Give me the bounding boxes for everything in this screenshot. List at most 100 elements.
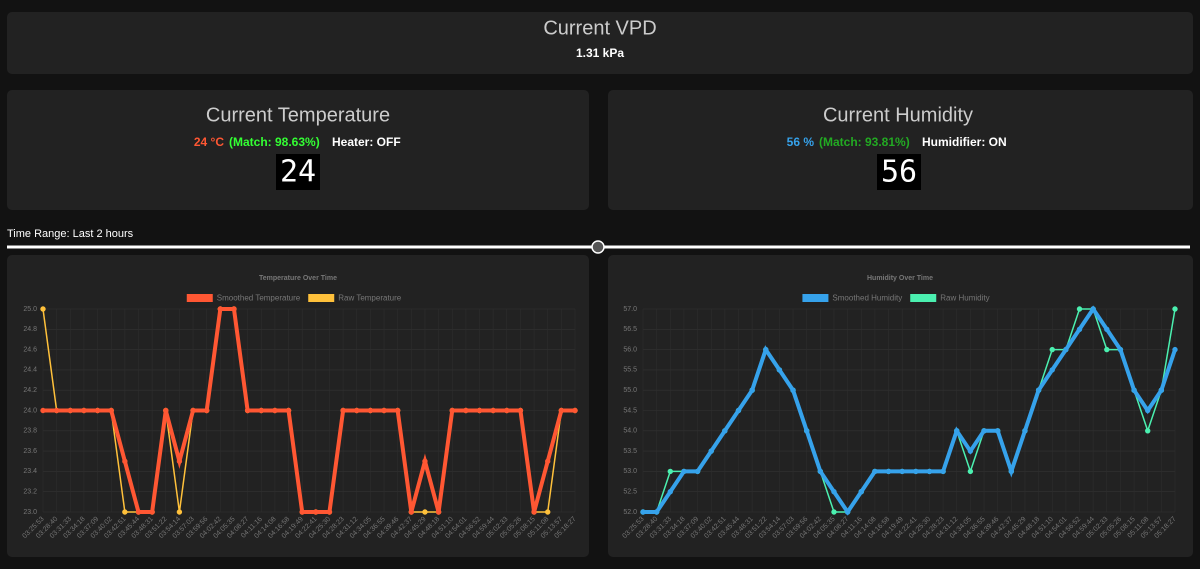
data-point — [803, 428, 810, 434]
temperature-title: Current Temperature — [206, 104, 390, 126]
data-point — [667, 489, 673, 495]
y-tick-label: 56.5 — [623, 326, 637, 333]
data-point — [231, 306, 237, 312]
data-point — [954, 428, 960, 434]
data-point — [817, 468, 824, 475]
data-point — [1090, 306, 1096, 312]
chart-title: Humidity Over Time — [867, 275, 933, 282]
data-point — [258, 407, 264, 414]
data-point — [1131, 387, 1137, 393]
legend-swatch — [802, 294, 829, 302]
data-point — [858, 489, 864, 495]
data-point — [176, 458, 183, 464]
data-point — [694, 468, 701, 475]
data-point — [831, 509, 837, 515]
data-point — [1035, 387, 1042, 393]
y-tick-label: 57.0 — [623, 306, 637, 313]
data-point — [326, 509, 333, 515]
data-point — [122, 509, 128, 515]
data-point — [40, 306, 46, 312]
temperature-display: 24 — [280, 155, 316, 190]
data-point — [1172, 346, 1178, 353]
data-point — [899, 468, 905, 475]
data-point — [94, 407, 101, 414]
data-point — [1049, 367, 1055, 373]
y-tick-label: 53.0 — [623, 468, 637, 475]
y-tick-label: 24.0 — [23, 407, 37, 414]
y-tick-label: 23.8 — [23, 428, 37, 435]
data-point — [354, 407, 360, 414]
data-point — [381, 407, 387, 414]
data-point — [40, 407, 46, 414]
data-point — [1145, 428, 1151, 434]
data-point — [1076, 306, 1083, 312]
data-point — [558, 407, 565, 414]
data-point — [476, 407, 483, 414]
data-point — [1158, 387, 1165, 393]
data-point — [217, 306, 224, 312]
data-point — [463, 407, 469, 414]
data-point — [81, 407, 87, 414]
data-point — [790, 387, 796, 393]
data-point — [135, 509, 142, 515]
data-point — [1076, 326, 1083, 332]
data-point — [422, 458, 428, 464]
humidity-title: Current Humidity — [823, 104, 973, 126]
data-point — [1104, 346, 1110, 353]
vpd-value: 1.31 kPa — [576, 46, 624, 60]
heater-status: Heater: OFF — [332, 135, 401, 149]
y-tick-label: 56.0 — [623, 346, 637, 353]
data-point — [749, 387, 755, 393]
data-point — [940, 468, 946, 475]
data-point — [653, 509, 660, 515]
humidity-display: 56 — [881, 155, 917, 190]
data-point — [967, 448, 974, 454]
temperature-value: 24 °C — [194, 135, 224, 149]
data-point — [967, 468, 974, 475]
data-point — [1008, 468, 1015, 475]
data-point — [844, 509, 851, 515]
y-tick-label: 24.8 — [23, 326, 37, 333]
data-point — [572, 407, 578, 414]
data-point — [367, 407, 374, 414]
temperature-match: (Match: 98.63%) — [229, 135, 320, 149]
data-point — [504, 407, 510, 414]
y-tick-label: 52.0 — [623, 509, 637, 516]
data-point — [994, 428, 1001, 434]
data-point — [313, 509, 319, 515]
legend-swatch — [186, 294, 213, 302]
data-point — [163, 407, 169, 414]
data-point — [735, 407, 742, 414]
data-point — [449, 407, 455, 414]
slider-thumb[interactable] — [591, 240, 605, 254]
data-point — [340, 407, 346, 414]
data-point — [872, 468, 878, 475]
data-point — [640, 509, 646, 515]
legend-label: Smoothed Temperature — [217, 294, 301, 303]
data-point — [435, 509, 442, 515]
data-point — [913, 468, 919, 475]
legend-swatch — [308, 294, 335, 302]
data-point — [545, 458, 551, 464]
data-point — [531, 509, 537, 515]
data-point — [681, 468, 687, 475]
data-point — [545, 509, 551, 515]
data-point — [763, 346, 769, 353]
data-point — [1172, 306, 1178, 312]
data-point — [885, 468, 892, 475]
y-tick-label: 23.6 — [23, 448, 37, 455]
humidity-match: (Match: 93.81%) — [819, 135, 910, 149]
temperature-panel — [7, 90, 589, 210]
data-point — [285, 407, 292, 414]
series-line — [643, 305, 1177, 516]
y-tick-label: 23.0 — [23, 509, 37, 516]
humidity-value: 56 % — [787, 135, 815, 149]
y-tick-label: 24.4 — [23, 367, 37, 374]
data-point — [490, 407, 496, 414]
time-range-label: Time Range: Last 2 hours — [7, 228, 134, 240]
data-point — [1117, 346, 1124, 353]
data-point — [122, 458, 128, 464]
data-point — [1063, 346, 1069, 353]
data-point — [1022, 428, 1028, 434]
